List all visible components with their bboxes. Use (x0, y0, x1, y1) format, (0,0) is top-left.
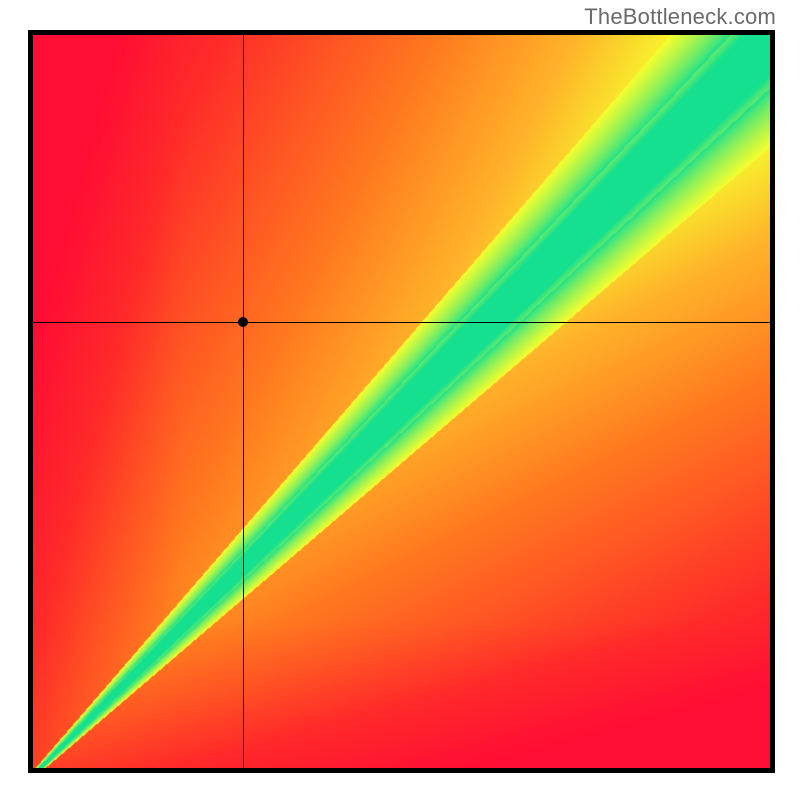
bottleneck-heatmap (33, 35, 770, 768)
crosshair-horizontal-line (33, 322, 770, 323)
image-root: TheBottleneck.com (0, 0, 800, 800)
watermark-label: TheBottleneck.com (584, 4, 776, 30)
crosshair-vertical-line (243, 35, 244, 768)
crosshair-point (238, 317, 248, 327)
